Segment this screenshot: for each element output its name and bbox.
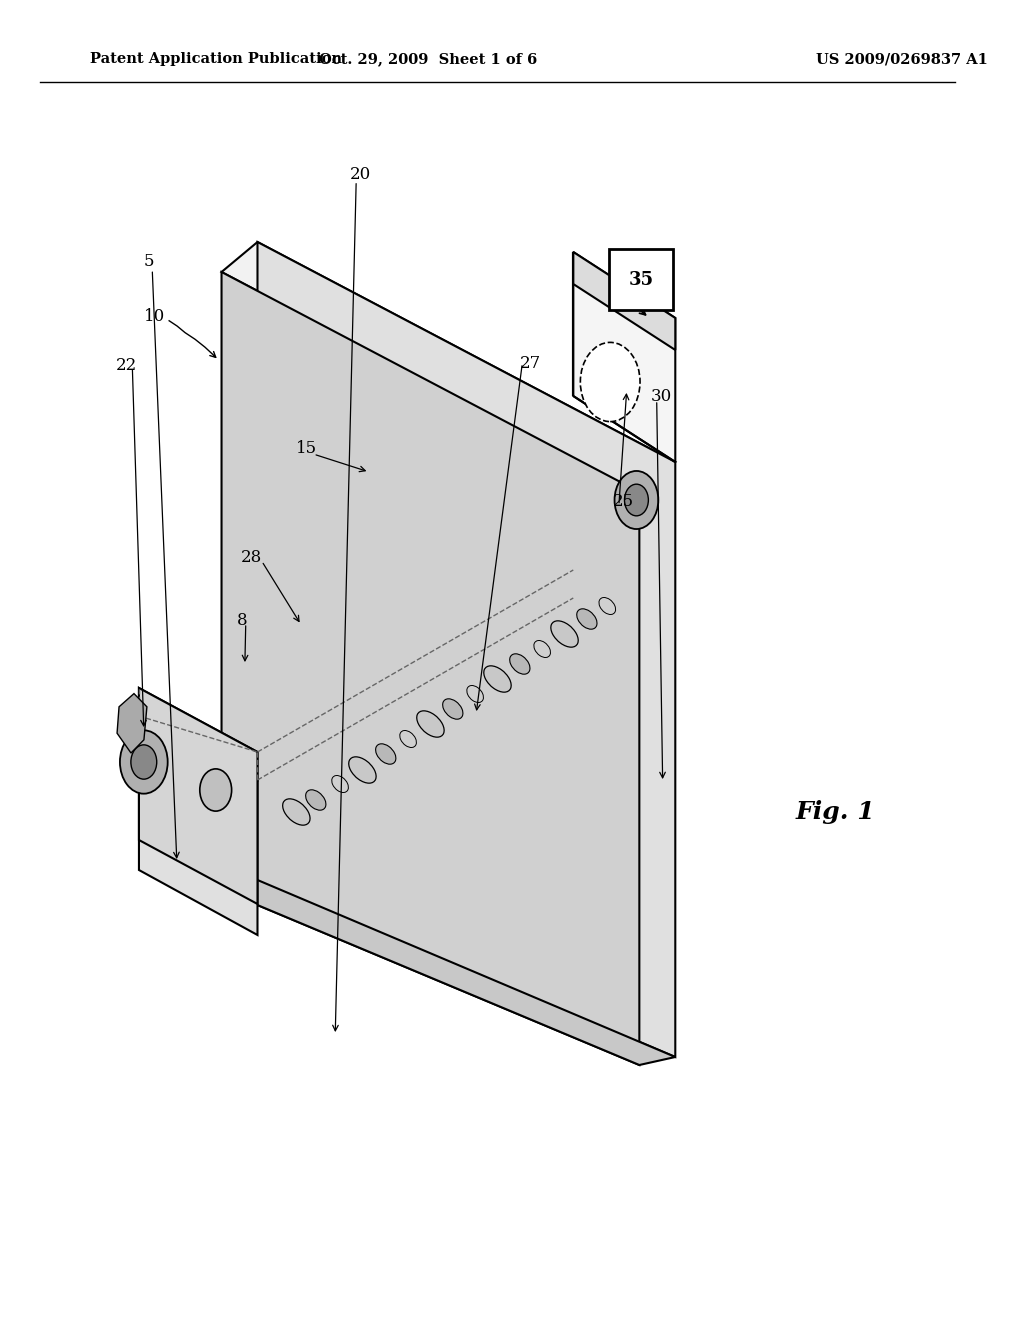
Ellipse shape [332,776,348,792]
Text: 30: 30 [651,388,673,404]
Polygon shape [573,396,675,462]
Text: Fig. 1: Fig. 1 [796,800,876,824]
Text: 10: 10 [143,309,165,325]
Text: Patent Application Publication: Patent Application Publication [89,53,342,66]
Circle shape [614,471,658,529]
Text: 5: 5 [144,253,155,269]
Ellipse shape [417,711,444,737]
Polygon shape [221,242,675,492]
Text: 22: 22 [116,358,137,374]
Polygon shape [139,688,257,780]
Ellipse shape [467,685,483,702]
Text: 8: 8 [237,612,247,628]
Polygon shape [257,242,675,1057]
Ellipse shape [483,665,511,692]
Text: Oct. 29, 2009  Sheet 1 of 6: Oct. 29, 2009 Sheet 1 of 6 [318,53,537,66]
Ellipse shape [399,730,417,747]
Ellipse shape [599,598,615,615]
Text: 35: 35 [628,271,653,289]
Circle shape [581,342,640,421]
Polygon shape [221,880,675,1065]
Ellipse shape [442,698,463,719]
Text: 25: 25 [613,494,635,510]
Text: 20: 20 [349,166,371,182]
Ellipse shape [305,789,326,810]
Ellipse shape [551,620,579,647]
Polygon shape [573,252,675,462]
Circle shape [131,744,157,779]
Polygon shape [139,715,257,935]
Text: 27: 27 [520,355,541,371]
Ellipse shape [349,756,376,783]
Polygon shape [573,252,675,350]
Text: US 2009/0269837 A1: US 2009/0269837 A1 [816,53,988,66]
Polygon shape [221,272,639,1065]
Circle shape [625,484,648,516]
Ellipse shape [376,743,396,764]
Polygon shape [117,693,146,752]
Polygon shape [139,688,257,904]
Circle shape [120,730,168,793]
FancyBboxPatch shape [609,249,673,310]
Ellipse shape [577,609,597,630]
Ellipse shape [534,640,551,657]
Ellipse shape [510,653,530,675]
Circle shape [200,768,231,810]
Text: 28: 28 [241,549,262,565]
Text: 15: 15 [296,441,317,457]
Ellipse shape [283,799,310,825]
